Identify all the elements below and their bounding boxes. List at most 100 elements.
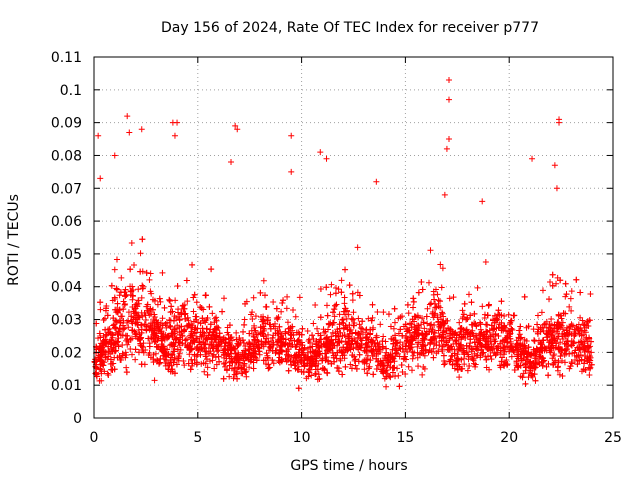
data-point — [363, 356, 370, 363]
data-point — [255, 344, 262, 351]
data-point — [310, 335, 317, 342]
data-point — [350, 309, 357, 316]
data-point — [134, 314, 141, 321]
data-point — [284, 319, 291, 326]
data-point — [300, 346, 307, 353]
data-point — [539, 362, 546, 369]
data-point — [454, 358, 461, 365]
data-point — [331, 306, 338, 313]
data-point — [410, 295, 417, 302]
data-point — [128, 313, 135, 320]
data-point — [346, 330, 353, 337]
data-point — [370, 371, 377, 378]
data-point — [332, 330, 339, 337]
data-point — [240, 328, 247, 335]
data-point — [472, 320, 479, 327]
data-point — [330, 354, 337, 361]
data-point — [340, 344, 347, 351]
data-point — [139, 346, 146, 353]
data-point — [223, 367, 230, 374]
data-point — [330, 309, 337, 316]
data-point — [266, 341, 273, 348]
data-point — [331, 313, 338, 320]
data-point — [151, 297, 158, 304]
data-point — [570, 339, 577, 346]
data-point — [491, 349, 498, 356]
data-point — [169, 308, 176, 315]
data-point — [185, 344, 192, 351]
y-tick-label: 0.02 — [51, 345, 82, 361]
data-point — [503, 339, 510, 346]
data-point — [469, 321, 476, 328]
data-point — [534, 312, 541, 319]
y-axis-label: ROTI / TECUs — [6, 194, 22, 286]
data-point — [363, 347, 370, 354]
data-point — [549, 336, 556, 343]
data-point — [96, 357, 103, 364]
data-point — [383, 345, 390, 352]
data-point — [479, 303, 486, 310]
data-point — [439, 309, 446, 316]
data-point — [118, 274, 125, 281]
data-point — [301, 357, 308, 364]
data-point — [482, 343, 489, 350]
data-point — [147, 324, 154, 331]
data-point — [454, 366, 461, 373]
data-point — [138, 334, 145, 341]
data-point — [367, 330, 374, 337]
data-point — [312, 362, 319, 369]
data-point — [391, 305, 398, 312]
data-point — [250, 333, 257, 340]
data-point — [548, 340, 555, 347]
data-point — [140, 283, 147, 290]
data-point — [359, 318, 366, 325]
data-point — [477, 321, 484, 328]
data-point — [210, 345, 217, 352]
data-point — [321, 329, 328, 336]
data-point — [238, 365, 245, 372]
data-point — [416, 351, 423, 358]
data-point — [241, 366, 248, 373]
data-point — [190, 337, 197, 344]
data-point — [214, 348, 221, 355]
x-axis-label: GPS time / hours — [290, 458, 407, 474]
data-point — [383, 367, 390, 374]
data-point — [293, 329, 300, 336]
data-point — [393, 339, 400, 346]
data-point — [323, 354, 330, 361]
data-point — [112, 347, 119, 354]
data-point — [411, 323, 418, 330]
data-point — [383, 373, 390, 380]
data-point — [129, 320, 136, 327]
data-point — [315, 343, 322, 350]
data-point — [354, 289, 361, 296]
data-point — [535, 326, 542, 333]
data-point — [405, 363, 412, 370]
data-point — [323, 340, 330, 347]
data-point — [355, 330, 362, 337]
data-point — [305, 337, 312, 344]
data-point — [363, 341, 370, 348]
y-tick-label: 0.07 — [51, 181, 82, 197]
data-point — [135, 297, 142, 304]
data-point — [193, 299, 200, 306]
data-point — [555, 345, 562, 352]
y-tick-label: 0.03 — [51, 313, 82, 329]
data-point — [419, 330, 426, 337]
data-point — [315, 342, 322, 349]
data-point — [585, 364, 592, 371]
data-point — [335, 368, 342, 375]
data-point — [560, 310, 567, 317]
data-point — [242, 300, 249, 307]
data-point — [517, 323, 524, 330]
data-point — [365, 315, 372, 322]
data-point — [246, 340, 253, 347]
data-point — [397, 326, 404, 333]
data-point — [332, 302, 339, 309]
chart-title: Day 156 of 2024, Rate Of TEC Index for r… — [161, 20, 539, 36]
data-point — [190, 308, 197, 315]
data-point — [511, 349, 518, 356]
data-point — [522, 380, 529, 387]
data-point — [192, 313, 199, 320]
